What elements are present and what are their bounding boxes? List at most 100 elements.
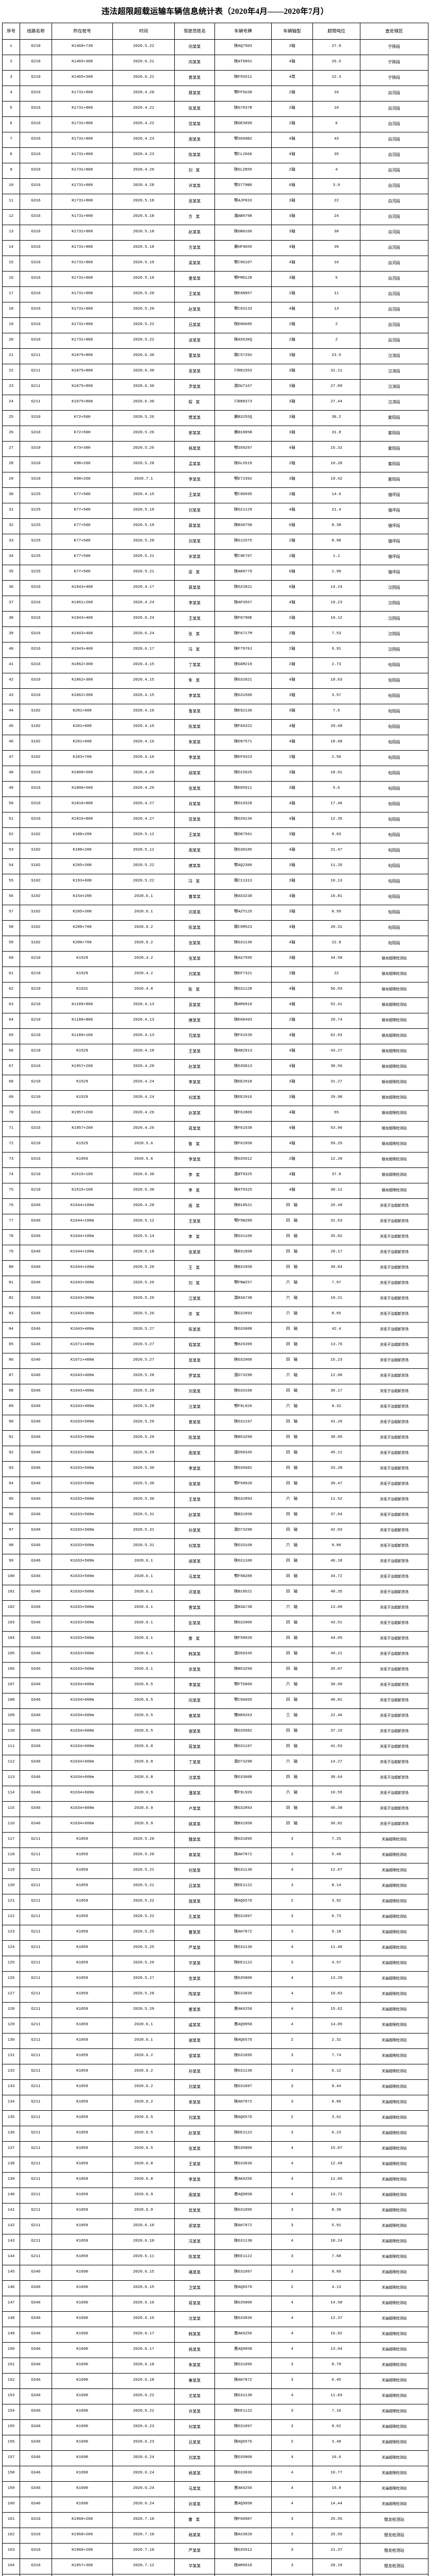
cell-driver: 赵某某 (174, 301, 215, 318)
cell-plate: 鄂CL2666 (214, 147, 272, 163)
cell-zone: 银龙检测站 (360, 2558, 428, 2574)
cell-driver: 党某某 (174, 811, 215, 828)
cell-plate: 晋AK6256 (214, 2002, 272, 2018)
cell-plate: 陕G35800 (214, 2295, 272, 2312)
cell-driver: 王 某 (174, 1260, 215, 1276)
cell-route: G346 (20, 1198, 52, 1214)
cell-plate: 陕AQ657G (214, 1893, 272, 1910)
cell-route: G316 (20, 147, 52, 163)
cell-plate: 鄂C90595 (214, 487, 272, 503)
cell-driver: 吴某某 (174, 997, 215, 1013)
cell-date: 2020.4.16 (112, 734, 175, 751)
cell-plate: 冀HF9655 (214, 240, 272, 256)
cell-axle: 六 轴 (271, 1600, 313, 1616)
cell-zone: 关垭子治超卸货场 (360, 1275, 428, 1292)
cell-axle: 2轴 (271, 286, 313, 302)
cell-tons: 7.25 (312, 1832, 360, 1848)
cell-date: 2020.5.6 (112, 1136, 175, 1153)
cell-tons: 8.38 (312, 518, 360, 534)
cell-date: 2020.6.8 (112, 1739, 175, 1755)
cell-date: 2020.5.22 (112, 858, 175, 874)
table-row: 64 G210 K1189+800 2020.4.13 唐某某 陕EH8493 2轴 20.7… (2, 1012, 428, 1029)
cell-plate: 陕G33168 (214, 1383, 272, 1400)
cell-driver: 陈某某 (174, 2249, 215, 2265)
cell-tons: 65 (312, 1105, 360, 1122)
cell-route: G346 (20, 2342, 52, 2358)
cell-pile: K1059 (52, 2187, 113, 2204)
cell-date: 2020.5.22 (112, 873, 175, 890)
table-row: 115 G346 K1634+600m 2020.6.9 卢某某 陕G32893 四 轴 45… (2, 1801, 428, 1817)
cell-driver: 黄某某 (174, 1414, 215, 1431)
cell-date: 2020.6.23 (112, 2434, 175, 2451)
cell-route: G316 (20, 796, 52, 812)
cell-seq: 118 (2, 1847, 20, 1863)
cell-pile: K1644+100m (52, 1198, 113, 1214)
cell-pile: K1690 (52, 2295, 113, 2312)
cell-date: 2020.5.26 (112, 1306, 175, 1323)
cell-tons: 5.91 (312, 2218, 360, 2234)
cell-date: 2020.6.1 (112, 1584, 175, 1601)
cell-route: G211 (20, 2017, 52, 2033)
cell-date: 2020.6.11 (112, 2249, 175, 2265)
cell-pile: K1957+200 (52, 1059, 113, 1075)
table-row: 35 S225 K77+500 2020.5.21 梁 某陕AR9779 6轴 1.99 镇坪… (2, 564, 428, 581)
cell-tons: 14.58 (312, 2295, 360, 2312)
cell-seq: 108 (2, 1692, 20, 1709)
cell-axle: 4 (271, 2450, 313, 2466)
cell-route: G346 (20, 1584, 52, 1601)
cell-date: 2020.5.19 (112, 270, 175, 287)
cell-route: S310 (20, 425, 52, 442)
cell-zone: 关庙超限检测站 (360, 1924, 428, 1941)
cell-seq: 161 (2, 2512, 20, 2528)
cell-pile: K1690 (52, 2465, 113, 2482)
cell-axle: 4轴 (271, 1121, 313, 1137)
cell-plate: 陕G31130 (214, 1862, 272, 1879)
table-row: 44 S102 K201+600 2020.4.16 鲁某某 陕E92136 3轴 7.6 旬阳… (2, 703, 428, 720)
cell-date: 2020.5.26 (112, 1955, 175, 1972)
cell-route: G346 (20, 2326, 52, 2343)
cell-zone: 关庙超限检测站 (360, 2465, 428, 2482)
cell-plate: 鄂AQ2386 (214, 858, 272, 874)
cell-date: 2020.6.9 (112, 1801, 175, 1817)
cell-date: 2020.5.27 (112, 1337, 175, 1353)
cell-route: G346 (20, 1615, 52, 1632)
cell-plate: 陕G33036 (214, 1986, 272, 2003)
cell-pile: K1690 (52, 2496, 113, 2513)
table-row: 124 G211 K1059 2020.5.25 严某某 陕G31130 4 11.46 关庙超… (2, 1940, 428, 1956)
table-row: 14 G316 K1731+900 2020.5.18 方某某 冀HF9655 4轴 39 白河… (2, 240, 428, 256)
cell-date: 2020.5.18 (112, 193, 175, 210)
cell-pile: K154+200 (52, 889, 113, 905)
page-title: 违法超限超载运输车辆信息统计表（2020年4月——2020年7月） (101, 7, 329, 16)
cell-seq: 16 (2, 270, 20, 287)
cell-route: G346 (20, 2280, 52, 2296)
cell-date: 2020.6.10 (112, 2233, 175, 2250)
cell-seq: 95 (2, 1492, 20, 1508)
table-row: 57 S102 K205+300 2020.6.1 刘某某 鄂AZY125 3轴 8.59 旬阳… (2, 904, 428, 921)
cell-zone: 宁陕段 (360, 54, 428, 71)
cell-tons: 6 (312, 116, 360, 132)
cell-pile: K1059 (52, 1940, 113, 1956)
cell-plate: 陕G35800 (214, 1971, 272, 1987)
column-header-route: 线路名称 (20, 22, 52, 40)
cell-zone: 银龙超限检测站 (360, 1167, 428, 1183)
cell-plate: 陕GJ1575 (214, 533, 272, 550)
cell-axle: 4轴 (271, 889, 313, 905)
cell-tons: 21.37 (312, 2543, 360, 2559)
cell-pile: K1189+100 (52, 1028, 113, 1044)
cell-date: 2020.4.15 (112, 487, 175, 503)
cell-axle: 4轴 (271, 734, 313, 751)
cell-route: G211 (20, 1862, 52, 1879)
cell-route: G211 (20, 2032, 52, 2049)
cell-pile: K1515+100 (52, 1167, 113, 1183)
cell-date: 2020.4.2 (112, 966, 175, 982)
cell-route: G211 (20, 2187, 52, 2204)
table-row: 68 G210 K1529 2020.4.24 李某某 陕EE2918 3轴 31.27 银龙超… (2, 1074, 428, 1091)
cell-driver: 吴某某 (174, 2202, 215, 2219)
cell-tons: 13.72 (312, 2187, 360, 2204)
cell-pile: K1633+500m (52, 1461, 113, 1477)
cell-axle: 2轴 (271, 85, 313, 101)
cell-date: 2020.4.20 (112, 85, 175, 101)
table-row: 41 G316 K1862+300 2020.4.15 丁某某 陕GGM219 2轴 2.73… (2, 657, 428, 673)
cell-tons: 29.98 (312, 1090, 360, 1106)
cell-driver: 郭某某 (174, 425, 215, 442)
